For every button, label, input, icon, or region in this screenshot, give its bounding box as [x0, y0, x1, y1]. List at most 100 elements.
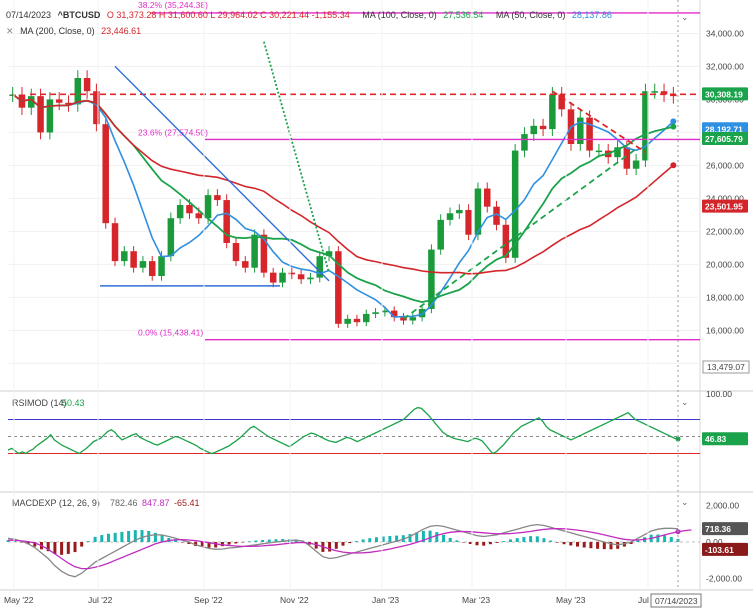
candle-body [158, 256, 165, 276]
macd-histogram-bar [475, 542, 479, 546]
y-tick-label: 18,000.00 [706, 292, 744, 302]
macd-histogram-bar [80, 542, 84, 547]
macd-histogram-bar [435, 532, 439, 542]
candle-body [335, 251, 342, 324]
candle-body [325, 251, 333, 257]
macd-histogram-bar [368, 538, 372, 542]
bottom-label-box [702, 360, 750, 374]
macd-histogram-bar [341, 542, 345, 546]
price-tag: 23,501.95 [705, 202, 743, 212]
macd-histogram-bar [120, 531, 124, 542]
candle-body [269, 272, 277, 283]
ma100-endpoint [670, 123, 677, 130]
macd-histogram-bar [354, 541, 358, 542]
macd-histogram-bar [448, 537, 452, 542]
macd-histogram-bar [227, 542, 231, 545]
macd-histogram-bar [140, 530, 144, 542]
macd-histogram-bar [133, 530, 137, 542]
trend-line [402, 148, 637, 320]
macd-histogram-bar [274, 539, 278, 542]
collapse-rsi-panel-icon[interactable]: ⌄ [681, 397, 689, 407]
macd-histogram-bar [187, 542, 191, 545]
macd-histogram-bar [442, 534, 445, 542]
ma50-endpoint [670, 118, 677, 125]
price-tag-bg [702, 199, 748, 213]
header-ohlc: O 31,373.28 H 31,600.60 L 29,964.02 C 30… [106, 10, 350, 20]
macd-histogram-bar [569, 542, 573, 546]
candle-body [521, 134, 528, 151]
candle-body [642, 91, 649, 161]
macd-histogram-bar [328, 542, 332, 552]
macd-histogram-bar [462, 542, 466, 543]
macd-histogram-bar [602, 542, 606, 550]
macd-histogram-bar [19, 542, 23, 543]
ma100-legend-label[interactable]: MA (100, Close, 0) [362, 10, 437, 20]
close-icon[interactable]: ✕ [6, 26, 14, 36]
header-ma200-row: ✕ MA (200, Close, 0) 23,446.61 [6, 26, 145, 37]
macd-histogram-bar [395, 535, 399, 542]
candle-body [595, 150, 603, 153]
y-tick-label: 32,000.00 [706, 61, 744, 71]
candle-body [632, 160, 640, 169]
candle-body [586, 117, 593, 151]
macd-histogram-bar [381, 536, 385, 542]
rsi-tag-bg [702, 432, 748, 446]
candle-body [28, 96, 35, 108]
x-tick-label: Mar '23 [462, 595, 490, 605]
macd-histogram-bar [421, 531, 425, 542]
candle-body [176, 205, 184, 219]
collapse-macd-panel-icon[interactable]: ⌄ [681, 497, 689, 507]
candle-body [344, 318, 351, 324]
y-tick-label: 24,000.00 [706, 193, 744, 203]
candle-body [363, 313, 370, 323]
macd-histogram-bar [495, 542, 499, 543]
macd-histogram-bar [509, 539, 512, 542]
macd-histogram-bar [555, 542, 559, 543]
candle-body [111, 223, 119, 262]
candle-body [46, 99, 54, 133]
macd-histogram-bar [482, 542, 486, 546]
collapse-price-panel-icon[interactable]: ⌄ [681, 12, 689, 22]
candle-body [651, 91, 658, 93]
candle-body [279, 272, 286, 283]
macd-histogram-bar [589, 542, 593, 549]
x-tick-label: Nov '22 [280, 595, 309, 605]
ma200-legend-label[interactable]: MA (200, Close, 0) [20, 26, 95, 36]
current-date-label: 07/14/2023 [655, 596, 698, 606]
ma50-legend-label[interactable]: MA (50, Close, 0) [495, 10, 566, 20]
candle-body [74, 77, 82, 105]
candle-body [288, 272, 296, 275]
macd-y-tick: 2,000.00 [706, 500, 739, 510]
macd-histogram-bar [66, 542, 70, 554]
macd-tag-bg [702, 522, 748, 536]
macd-histogram-bar [220, 542, 224, 547]
macd-signal-value: 847.87 [142, 498, 170, 508]
macd-histogram-bar [93, 536, 97, 542]
macd-histogram-bar [207, 542, 211, 548]
macd-histogram-bar [234, 542, 238, 544]
y-tick-label: 20,000.00 [706, 259, 744, 269]
macd-histogram-bar [582, 542, 586, 548]
candle-body [65, 102, 72, 105]
ma200-line [12, 93, 674, 275]
candle-body [539, 125, 547, 130]
price-tag: 28,192.71 [705, 124, 743, 134]
x-tick-label: Jul [638, 595, 649, 605]
macd-hist-value: -65.41 [174, 498, 200, 508]
macd-histogram-bar [267, 539, 271, 542]
candle-body [437, 219, 444, 250]
y-tick-label: 16,000.00 [706, 325, 744, 335]
macd-histogram-bar [609, 542, 613, 550]
candle-body [139, 261, 147, 268]
macd-histogram-bar [153, 532, 157, 542]
ma100-legend-value: 27,536.54 [443, 10, 484, 20]
macd-histogram-bar [6, 540, 10, 542]
candle-body [93, 91, 100, 125]
header-ohlc-row: 07/14/2023 ^BTCUSD O 31,373.28 H 31,600.… [6, 10, 616, 20]
rsi-last-value: 50.43 [62, 398, 85, 408]
rsi-tag: 46.83 [705, 434, 727, 444]
macd-histogram-bar [200, 542, 204, 547]
y-tick-label: 34,000.00 [706, 28, 744, 38]
candle-body [577, 117, 584, 144]
